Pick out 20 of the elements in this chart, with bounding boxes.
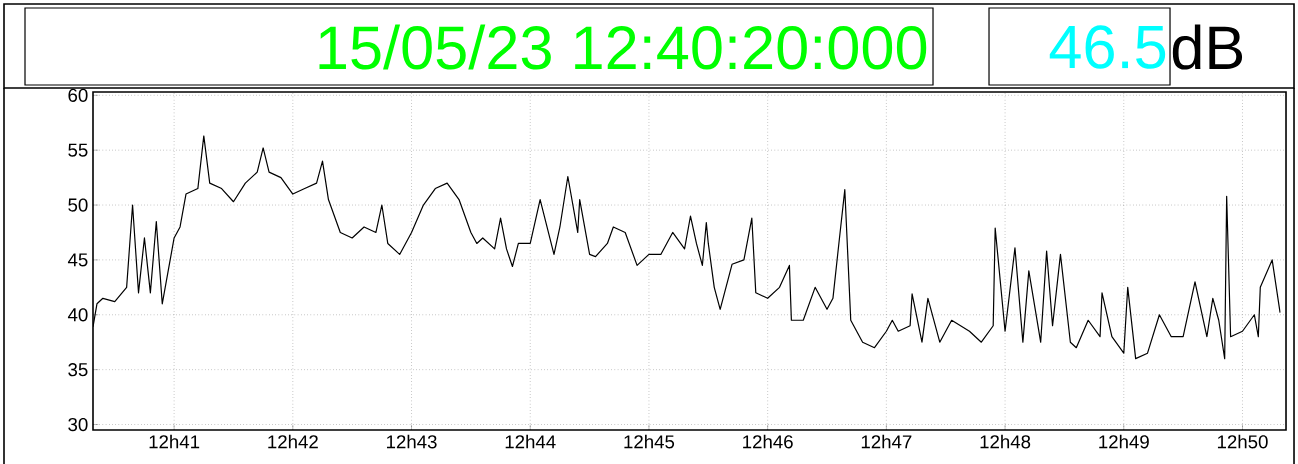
x-tick-label: 12h44 [505, 434, 556, 449]
x-tick-label: 12h43 [387, 434, 437, 449]
y-tick-label: 50 [68, 198, 88, 212]
y-tick-label: 60 [68, 88, 88, 102]
x-tick-label: 12h50 [1217, 434, 1268, 449]
x-tick-label: 12h49 [1099, 434, 1149, 449]
y-tick-label: 30 [68, 417, 88, 432]
x-tick-label: 12h47 [861, 434, 912, 449]
x-tick-label: 12h48 [980, 434, 1031, 449]
text: 46.5 [1049, 25, 1166, 69]
y-tick-label: 45 [67, 253, 88, 267]
x-tick-label: 12h42 [268, 434, 318, 449]
y-tick-label: 35 [68, 363, 88, 377]
x-tick-label: 12h45 [624, 434, 675, 449]
text: 15/05/23 12:40:20:000 [319, 24, 927, 70]
y-tick-label: 55 [68, 143, 88, 157]
x-tick-label: 12h46 [743, 434, 793, 449]
y-tick-label: 40 [67, 308, 88, 322]
text: dB [1172, 24, 1243, 70]
x-tick-label: 12h41 [149, 434, 200, 449]
